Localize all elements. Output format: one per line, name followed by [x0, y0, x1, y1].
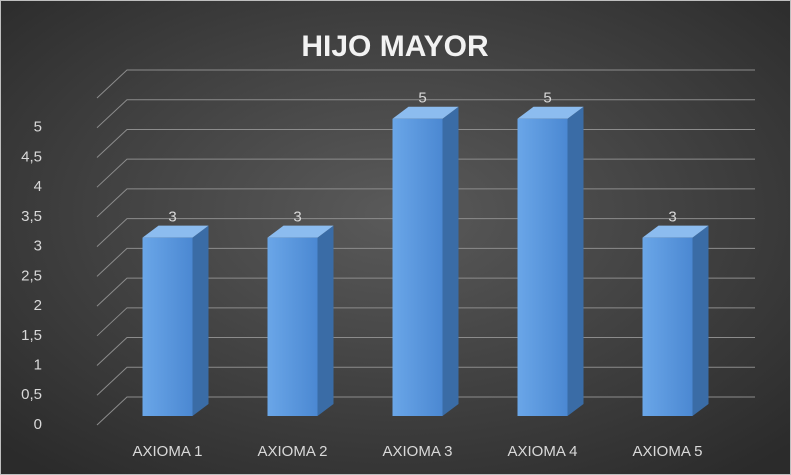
y-tick-label: 0,5 [21, 386, 42, 403]
bar-side [442, 106, 459, 417]
y-tick-label: 0 [34, 416, 42, 433]
x-tick-label: AXIOMA 2 [257, 443, 327, 460]
y-tick-label: 3 [34, 238, 42, 255]
value-label: 3 [668, 209, 676, 226]
bar-top [142, 225, 209, 238]
x-tick-label: AXIOMA 3 [382, 443, 452, 460]
x-tick-label: AXIOMA 5 [632, 443, 702, 460]
x-tick-label: AXIOMA 1 [132, 443, 202, 460]
bar [517, 118, 568, 417]
y-tick-label: 5 [34, 119, 42, 136]
value-label: 5 [543, 90, 551, 107]
chart-title: HIJO MAYOR [301, 30, 489, 63]
bar-top [517, 106, 584, 119]
grid-line [96, 69, 755, 99]
y-tick-label: 2,5 [21, 267, 42, 284]
y-tick-label: 4 [34, 178, 42, 195]
y-tick-label: 4,5 [21, 148, 42, 165]
value-label: 5 [418, 90, 426, 107]
grid-line [96, 99, 755, 129]
bar-top [267, 225, 334, 238]
bar [142, 237, 193, 416]
value-label: 3 [168, 209, 176, 226]
x-tick-label: AXIOMA 4 [507, 443, 577, 460]
bar-top [642, 225, 709, 238]
bar-side [192, 225, 209, 416]
y-tick-label: 1,5 [21, 327, 42, 344]
y-tick-label: 1 [34, 357, 42, 374]
value-label: 3 [293, 209, 301, 226]
y-tick-label: 3,5 [21, 208, 42, 225]
bar-side [692, 225, 709, 416]
bar [642, 237, 693, 416]
bar-side [317, 225, 334, 416]
bar [267, 237, 318, 416]
y-tick-label: 2 [34, 297, 42, 314]
bar [392, 118, 443, 417]
bar-top [392, 106, 459, 119]
bar-side [567, 106, 584, 417]
